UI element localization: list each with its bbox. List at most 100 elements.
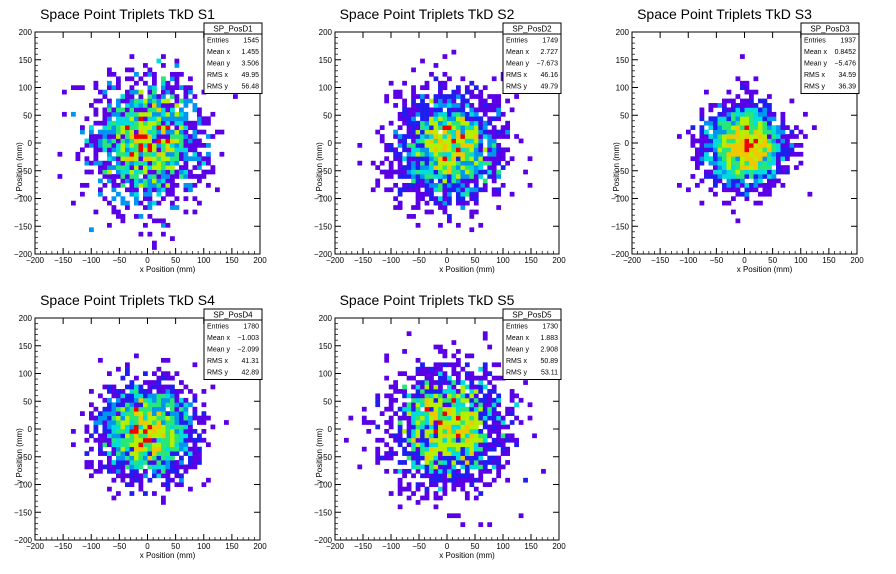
histogram-bin xyxy=(165,222,171,228)
histogram-bin xyxy=(482,402,488,408)
histogram-bin xyxy=(420,473,425,479)
histogram-bin xyxy=(438,200,443,206)
histogram-bin xyxy=(161,357,166,363)
histogram-bin xyxy=(460,384,466,390)
histogram-bin xyxy=(147,160,153,166)
histogram-bin xyxy=(744,111,750,117)
histogram-bin xyxy=(161,384,166,390)
histogram-bin xyxy=(89,402,94,408)
histogram-bin xyxy=(740,98,745,104)
histogram-bin xyxy=(107,420,112,425)
histogram-bin xyxy=(165,442,171,448)
histogram-bin xyxy=(767,129,772,135)
histogram-bin xyxy=(192,165,198,170)
histogram-bin xyxy=(438,80,443,86)
histogram-bin xyxy=(129,169,135,175)
histogram-bin xyxy=(460,178,466,184)
histogram-bin xyxy=(143,129,148,135)
histogram-bin xyxy=(438,169,443,175)
histogram-bin xyxy=(433,94,439,99)
histogram-bin xyxy=(735,182,741,188)
histogram-bin xyxy=(424,402,430,408)
histogram-bin xyxy=(740,129,745,135)
histogram-bin xyxy=(442,85,448,91)
histogram-bin xyxy=(125,151,130,157)
histogram-bin xyxy=(170,138,175,144)
histogram-bin xyxy=(402,429,407,434)
histogram-bin xyxy=(496,437,502,443)
histogram-bin xyxy=(433,196,439,202)
histogram-bin xyxy=(690,125,696,130)
histogram-bin xyxy=(740,165,745,170)
histogram-bin xyxy=(183,103,189,108)
histogram-bin xyxy=(134,169,139,175)
histogram-bin xyxy=(473,442,479,448)
histogram-bin xyxy=(744,174,750,179)
histogram-bin xyxy=(388,406,394,412)
histogram-bin xyxy=(143,205,148,210)
histogram-bin xyxy=(134,196,139,202)
histogram-bin xyxy=(89,460,94,465)
histogram-bin xyxy=(165,182,171,188)
histogram-bin xyxy=(500,151,506,157)
histogram-bin xyxy=(740,103,745,108)
histogram-bin xyxy=(429,156,434,162)
histogram-bin xyxy=(93,406,99,412)
histogram-bin xyxy=(491,187,497,193)
histogram-bin xyxy=(420,174,425,179)
histogram-bin xyxy=(411,397,416,403)
histogram-bin xyxy=(111,429,117,434)
histogram-bin xyxy=(102,107,108,113)
histogram-bin xyxy=(473,420,479,425)
histogram-bin xyxy=(93,468,99,474)
histogram-bin xyxy=(442,402,448,408)
histogram-bin xyxy=(740,182,745,188)
histogram-bin xyxy=(152,107,157,113)
histogram-bin xyxy=(731,187,736,193)
histogram-bin xyxy=(93,420,99,425)
histogram-bin xyxy=(170,393,175,399)
histogram-bin xyxy=(491,178,497,184)
histogram-bin xyxy=(429,468,434,474)
histogram-bin xyxy=(125,397,130,403)
histogram-bin xyxy=(84,464,90,470)
histogram-bin xyxy=(424,160,430,166)
stats-row-value: 1545 xyxy=(243,38,259,45)
histogram-bin xyxy=(455,442,461,448)
histogram-bin xyxy=(473,393,479,399)
histogram-bin xyxy=(165,384,171,390)
histogram-bin xyxy=(744,107,750,113)
histogram-bin xyxy=(785,125,790,130)
histogram-bin xyxy=(726,129,732,135)
histogram-bin xyxy=(116,442,121,448)
histogram-bin xyxy=(188,120,193,126)
histogram-bin xyxy=(460,522,466,527)
histogram-bin xyxy=(420,160,425,166)
y-tick-label: 0 xyxy=(28,425,33,434)
histogram-bin xyxy=(442,205,448,210)
histogram-bin xyxy=(740,85,745,91)
histogram-bin xyxy=(174,63,180,68)
histogram-bin xyxy=(420,120,425,126)
histogram-bin xyxy=(415,424,421,430)
histogram-bin xyxy=(165,151,171,157)
histogram-bin xyxy=(438,85,443,91)
histogram-bin xyxy=(487,429,493,434)
histogram-bin xyxy=(433,442,439,448)
histogram-bin xyxy=(478,464,484,470)
histogram-bin xyxy=(469,433,475,439)
histogram-bin xyxy=(379,437,385,443)
x-tick-label: 200 xyxy=(253,542,267,551)
histogram-bin xyxy=(424,125,430,130)
histogram-bin xyxy=(717,174,723,179)
histogram-bin xyxy=(411,446,416,452)
histogram-bin xyxy=(393,151,399,157)
histogram-bin xyxy=(482,160,488,166)
histogram-bin xyxy=(722,174,727,179)
histogram-panel-4: Space Point Triplets TkD S4−200 −150 −100−… xyxy=(14,292,267,560)
histogram-bin xyxy=(438,473,443,479)
histogram-bin xyxy=(179,165,184,170)
histogram-bin xyxy=(424,429,430,434)
histogram-bin xyxy=(460,94,466,99)
histogram-bin xyxy=(451,49,457,55)
